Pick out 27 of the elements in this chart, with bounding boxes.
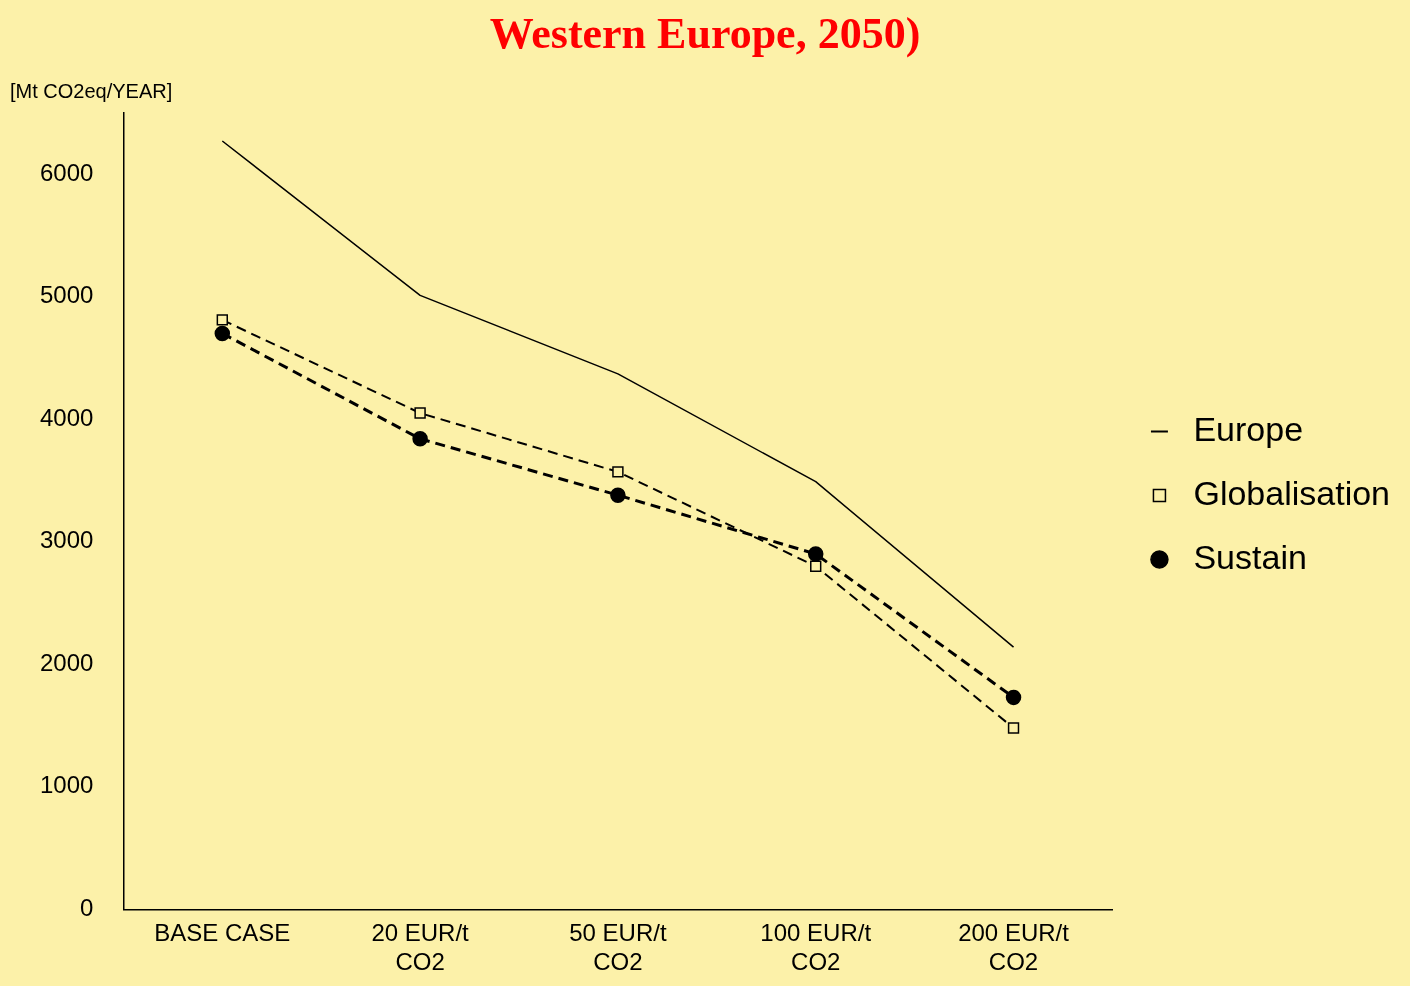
point [610,487,626,503]
y-tick-label: 4000 [40,403,94,431]
point [612,466,624,478]
y-tick-label: 3000 [40,526,94,554]
legend-label: Europe [1193,409,1304,448]
legend-label: Sustain [1193,537,1307,576]
point [1005,689,1022,706]
point [216,314,228,326]
legend-label: Globalisation [1193,473,1390,512]
x-tick-label: 100 EUR/t CO2 [760,919,872,976]
point [1007,722,1020,734]
point [412,431,428,447]
y-tick-label: 0 [80,894,94,922]
x-tick-label: 50 EUR/t CO2 [569,919,667,976]
x-tick-label: BASE CASE [154,919,291,947]
point [810,560,822,572]
point [414,407,426,419]
x-tick-label: 200 EUR/t CO2 [958,919,1070,976]
y-tick-label: 5000 [40,281,94,309]
x-tick-label: 20 EUR/t CO2 [371,919,470,976]
y-tick-label: 1000 [40,771,94,799]
chart-title: Western Europe, 2050) [489,8,921,58]
point [807,546,824,562]
y-tick-label: 6000 [40,158,94,186]
y-axis-title: [Mt CO2eq/YEAR] [10,80,173,103]
y-tick-label: 2000 [40,648,94,676]
point [214,325,231,342]
